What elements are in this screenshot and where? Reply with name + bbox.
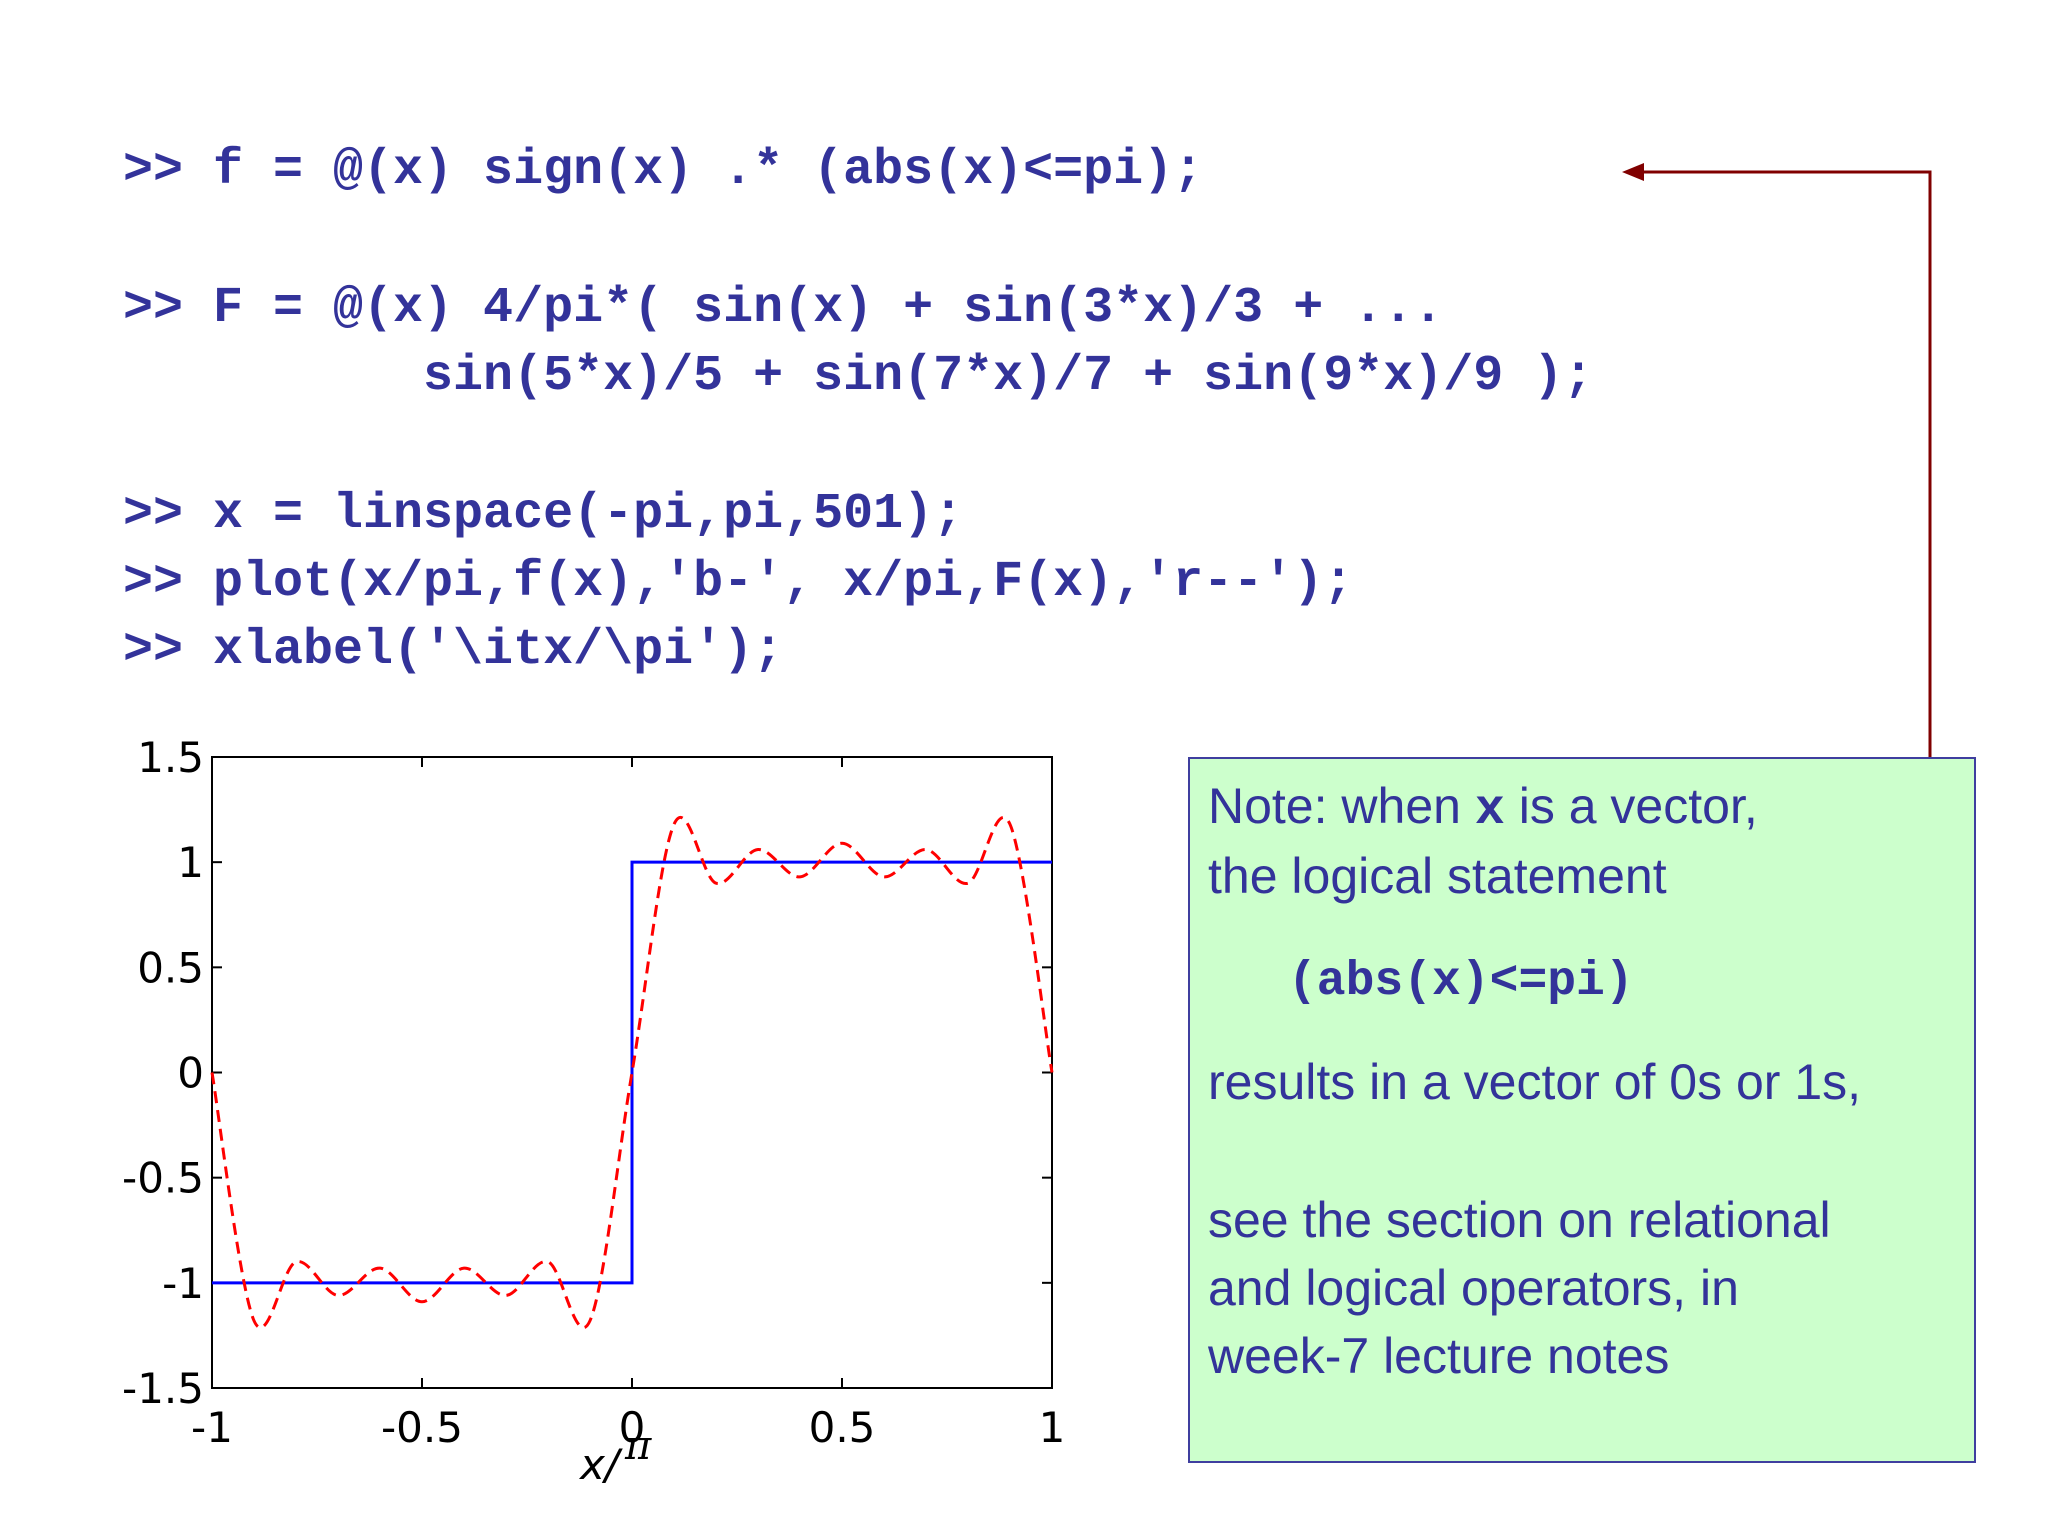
series-sign-function — [212, 860, 1052, 1285]
note-code: (abs(x)<=pi) — [1288, 955, 1634, 1009]
x-axis-label-pi: π — [625, 1423, 652, 1469]
code-line-6: >> xlabel('\itx/\pi'); — [123, 622, 784, 679]
x-tick-label: 1 — [1039, 1403, 1066, 1452]
y-tick-label: 0 — [177, 1049, 204, 1098]
x-tick-label: 0 — [619, 1403, 646, 1452]
y-tick-label: -1.5 — [122, 1364, 204, 1413]
note-line-6: week-7 lecture notes — [1208, 1328, 1670, 1384]
note-line-1-start: Note: when — [1208, 778, 1475, 834]
chart-plot-area: -1 -0.5 0 0.5 1-1.5-1-0.500.511.5 — [122, 733, 1065, 1452]
x-axis-label: x/π — [580, 1423, 651, 1489]
code-line-1: >> f = @(x) sign(x) .* (abs(x)<=pi); — [123, 142, 1204, 199]
x-tick-label: -1 — [191, 1403, 233, 1452]
x-tick-label: 0.5 — [809, 1403, 876, 1452]
note-line-1-end: is a vector, — [1504, 778, 1758, 834]
note-line-2: the logical statement — [1208, 848, 1667, 904]
y-tick-label: -1 — [162, 1259, 204, 1308]
y-tick-label: 1 — [177, 838, 204, 887]
note-box: Note: when x is a vector, the logical st… — [1188, 757, 1976, 1463]
note-line-4: see the section on relational — [1208, 1192, 1831, 1248]
code-line-3: sin(5*x)/5 + sin(7*x)/7 + sin(9*x)/9 ); — [123, 348, 1594, 405]
x-axis-label-x: x/ — [580, 1440, 620, 1489]
code-line-4: >> x = linspace(-pi,pi,501); — [123, 486, 964, 543]
note-line-5: and logical operators, in — [1208, 1260, 1739, 1316]
x-tick-label: -0.5 — [381, 1403, 463, 1452]
note-variable-x: x — [1474, 782, 1505, 839]
y-tick-label: 0.5 — [137, 943, 204, 992]
code-line-5: >> plot(x/pi,f(x),'b-', x/pi,F(x),'r--')… — [123, 554, 1354, 611]
y-tick-label: 1.5 — [137, 733, 204, 782]
note-line-1: Note: when x is a vector, — [1208, 777, 1758, 839]
y-tick-label: -0.5 — [122, 1154, 204, 1203]
note-line-3: results in a vector of 0s or 1s, — [1208, 1054, 1862, 1110]
code-line-2: >> F = @(x) 4/pi*( sin(x) + sin(3*x)/3 +… — [123, 280, 1444, 337]
